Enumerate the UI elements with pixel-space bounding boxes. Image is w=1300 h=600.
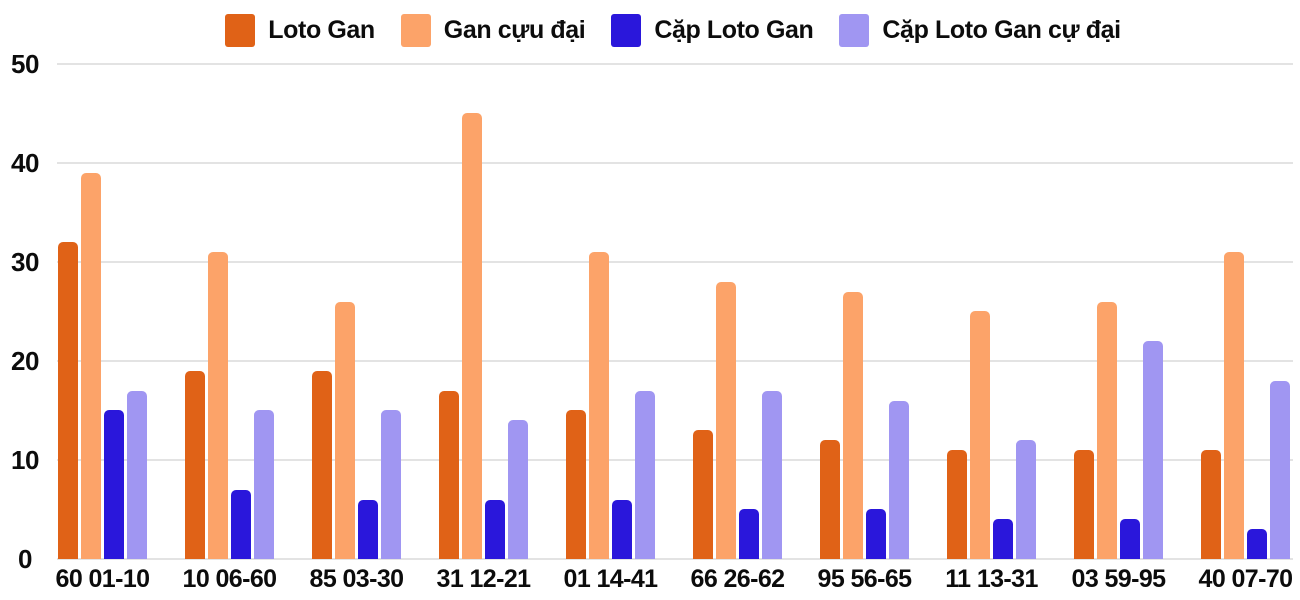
legend-label: Gan cựu đại	[443, 15, 586, 44]
bar-gan-cuu-ai	[208, 252, 228, 559]
bar-loto-gan	[566, 410, 586, 559]
bar-cap-loto-gan-cu-ai	[254, 410, 274, 559]
x-axis-category-label: 31 12-21	[436, 565, 532, 593]
bar-gan-cuu-ai	[462, 113, 482, 559]
legend-item-cap-loto-gan-cu-ai: Cặp Loto Gan cự đại	[839, 13, 1121, 47]
chart-legend: Loto Gan Gan cựu đại Cặp Loto Gan Cặp Loto …	[46, 11, 1300, 49]
x-axis-category-label: 66 26-62	[690, 565, 786, 593]
gridline-y-0	[57, 558, 1293, 560]
y-axis-tick-label: 20	[11, 346, 39, 376]
legend-item-gan-cuu-ai: Gan cựu đại	[400, 13, 586, 47]
x-axis-category-label: 85 03-30	[309, 565, 405, 593]
legend-item-cap-loto-gan: Cặp Loto Gan	[611, 13, 814, 47]
x-axis-category-label: 40 07-70	[1198, 565, 1294, 593]
bar-gan-cuu-ai	[1224, 252, 1244, 559]
bar-loto-gan	[820, 440, 840, 559]
x-axis-category-label: 10 06-60	[182, 565, 278, 593]
bar-cap-loto-gan	[739, 509, 759, 559]
bar-group-01-14-41	[566, 252, 655, 559]
bar-cap-loto-gan-cu-ai	[381, 410, 401, 559]
y-axis-tick-label: 0	[18, 544, 32, 574]
legend-swatch-loto-gan	[225, 13, 256, 47]
bar-cap-loto-gan-cu-ai	[1270, 381, 1290, 559]
bar-cap-loto-gan-cu-ai	[889, 401, 909, 559]
bar-group-95-56-65	[820, 292, 909, 559]
bar-group-66-26-62	[693, 282, 782, 559]
bar-cap-loto-gan	[1247, 529, 1267, 559]
bar-loto-gan	[185, 371, 205, 559]
legend-swatch-cap-loto-gan	[611, 13, 642, 47]
bar-gan-cuu-ai	[970, 311, 990, 559]
legend-label: Cặp Loto Gan cự đại	[882, 15, 1121, 44]
gridline-y-10	[57, 459, 1293, 461]
x-axis-category-label: 11 13-31	[945, 565, 1038, 593]
bar-gan-cuu-ai	[1097, 302, 1117, 559]
x-axis-category-label: 95 56-65	[817, 565, 913, 593]
bar-gan-cuu-ai	[335, 302, 355, 559]
bar-gan-cuu-ai	[81, 173, 101, 559]
bar-loto-gan	[439, 391, 459, 559]
bar-group-40-07-70	[1201, 252, 1290, 559]
bar-loto-gan	[1201, 450, 1221, 559]
bar-loto-gan	[1074, 450, 1094, 559]
bar-group-60-01-10	[58, 173, 147, 559]
bar-cap-loto-gan-cu-ai	[635, 391, 655, 559]
bar-loto-gan	[947, 450, 967, 559]
bar-cap-loto-gan-cu-ai	[508, 420, 528, 559]
bar-group-31-12-21	[439, 113, 528, 559]
x-axis-category-label: 01 14-41	[563, 565, 659, 593]
bar-cap-loto-gan	[612, 500, 632, 559]
legend-item-loto-gan: Loto Gan	[225, 13, 375, 47]
y-axis-tick-label: 30	[11, 247, 39, 277]
bar-cap-loto-gan	[993, 519, 1013, 559]
bar-cap-loto-gan	[231, 490, 251, 559]
bar-gan-cuu-ai	[843, 292, 863, 559]
bar-cap-loto-gan	[866, 509, 886, 559]
bar-cap-loto-gan	[485, 500, 505, 559]
legend-swatch-cap-loto-gan-cu-ai	[839, 13, 870, 47]
bar-group-11-13-31	[947, 311, 1036, 559]
bar-loto-gan	[312, 371, 332, 559]
bar-loto-gan	[693, 430, 713, 559]
y-axis-tick-label: 10	[11, 445, 39, 475]
bar-cap-loto-gan	[104, 410, 124, 559]
bar-cap-loto-gan	[1120, 519, 1140, 559]
y-axis-tick-label: 50	[11, 49, 39, 79]
bar-group-10-06-60	[185, 252, 274, 559]
legend-label: Loto Gan	[268, 15, 375, 44]
y-axis-tick-label: 40	[11, 148, 39, 178]
legend-label: Cặp Loto Gan	[654, 15, 814, 44]
bar-gan-cuu-ai	[589, 252, 609, 559]
bar-cap-loto-gan	[358, 500, 378, 559]
legend-swatch-gan-cuu-ai	[400, 13, 431, 47]
gridline-y-40	[57, 162, 1293, 164]
bar-cap-loto-gan-cu-ai	[1016, 440, 1036, 559]
bar-cap-loto-gan-cu-ai	[1143, 341, 1163, 559]
gridline-y-30	[57, 261, 1293, 263]
bar-group-85-03-30	[312, 302, 401, 559]
bar-gan-cuu-ai	[716, 282, 736, 559]
bar-group-03-59-95	[1074, 302, 1163, 559]
bar-loto-gan	[58, 242, 78, 559]
x-axis-category-label: 03 59-95	[1071, 565, 1167, 593]
gridline-y-50	[57, 63, 1293, 65]
gridline-y-20	[57, 360, 1293, 362]
x-axis-category-label: 60 01-10	[55, 565, 151, 593]
bar-cap-loto-gan-cu-ai	[127, 391, 147, 559]
bar-cap-loto-gan-cu-ai	[762, 391, 782, 559]
